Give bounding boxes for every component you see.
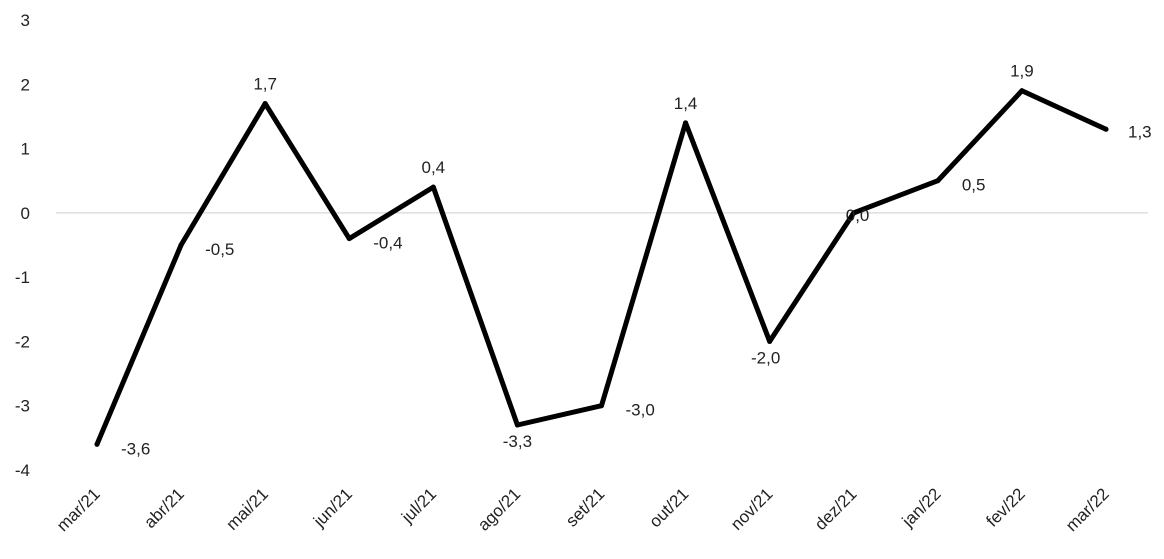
data-label: -3,6: [121, 439, 150, 458]
series-layer: [94, 88, 1109, 447]
x-tick-label: mai/21: [222, 484, 272, 534]
data-point: [1103, 126, 1109, 132]
data-point: [94, 441, 100, 447]
y-tick-label: -4: [15, 461, 30, 480]
data-point: [514, 422, 520, 428]
data-label: 1,3: [1128, 122, 1152, 141]
x-tick-label: fev/22: [983, 484, 1029, 530]
x-tick-label: abr/21: [140, 484, 188, 532]
data-point: [262, 101, 268, 107]
x-tick-label: dez/21: [811, 484, 861, 534]
data-point: [430, 184, 436, 190]
x-tick-label: jan/22: [898, 484, 945, 531]
y-tick-label: 0: [21, 204, 30, 223]
y-tick-label: 3: [21, 11, 30, 30]
data-label: 1,4: [674, 94, 698, 113]
x-tick-label: jun/21: [309, 484, 356, 531]
data-point: [346, 236, 352, 242]
axes-layer: 3 2 1 0 -1 -2 -3 -4 mar/21 abr/21 mai/21 jun/21 jul/…: [15, 11, 1148, 535]
data-point: [683, 120, 689, 126]
y-tick-label: -1: [15, 268, 30, 287]
x-tick-label: set/21: [562, 484, 608, 530]
x-tick-label: jul/21: [397, 484, 440, 527]
data-label: -0,5: [205, 240, 234, 259]
data-point: [599, 403, 604, 409]
data-labels-layer: -3,6 -0,5 1,7 -0,4 0,4 -3,3 -3,0 1,4 -2,0 0,0 0,5 1…: [121, 62, 1152, 459]
x-tick-label: nov/21: [727, 484, 777, 534]
data-label: -2,0: [751, 348, 780, 367]
data-point: [851, 210, 857, 216]
data-point: [1019, 88, 1025, 94]
data-label: 0,5: [962, 176, 986, 195]
x-tick-label: mar/22: [1062, 484, 1113, 535]
data-label: -0,4: [373, 234, 402, 253]
data-point: [767, 338, 773, 344]
y-tick-label: 2: [21, 75, 30, 94]
data-label: 1,9: [1010, 62, 1034, 81]
data-point: [935, 178, 941, 184]
data-label: -3,0: [626, 401, 655, 420]
series-line: [94, 88, 1109, 447]
x-tick-label: ago/21: [474, 484, 524, 534]
data-label: 0,0: [846, 206, 870, 225]
data-point: [178, 242, 184, 248]
data-label: -3,3: [503, 432, 532, 451]
y-tick-label: -3: [15, 397, 30, 416]
x-tick-label: mar/21: [53, 484, 104, 535]
data-label: 1,7: [253, 75, 277, 94]
x-tick-label: out/21: [646, 484, 693, 531]
y-tick-label: -2: [15, 332, 30, 351]
data-label: 0,4: [422, 158, 446, 177]
y-tick-label: 1: [21, 140, 30, 159]
